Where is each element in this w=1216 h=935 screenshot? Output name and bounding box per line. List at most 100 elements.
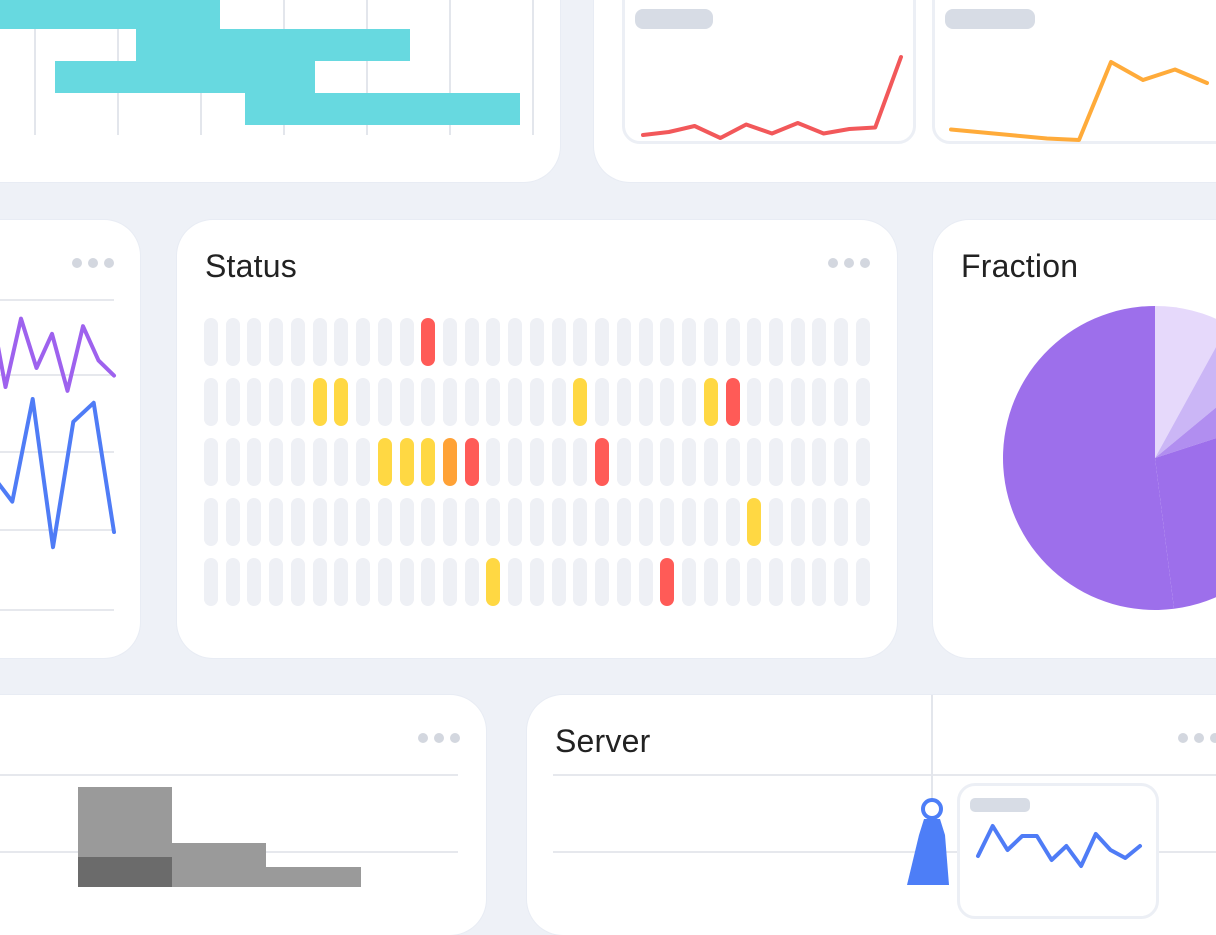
- status-cell[interactable]: [660, 378, 675, 426]
- status-cell[interactable]: [421, 498, 436, 546]
- status-cell[interactable]: [508, 558, 523, 606]
- status-cell[interactable]: [334, 438, 349, 486]
- status-cell[interactable]: [638, 438, 653, 486]
- status-cell[interactable]: [312, 438, 327, 486]
- status-cell[interactable]: [204, 558, 218, 606]
- status-cell[interactable]: [595, 318, 610, 366]
- status-cell[interactable]: [834, 438, 849, 486]
- status-cell[interactable]: [421, 438, 436, 486]
- status-cell[interactable]: [225, 378, 240, 426]
- status-cell[interactable]: [551, 558, 566, 606]
- status-cell[interactable]: [682, 378, 697, 426]
- status-cell[interactable]: [725, 378, 740, 426]
- status-cell[interactable]: [486, 498, 501, 546]
- status-cell[interactable]: [356, 438, 371, 486]
- status-cell[interactable]: [290, 498, 305, 546]
- status-cell[interactable]: [421, 558, 436, 606]
- status-cell[interactable]: [855, 318, 870, 366]
- status-cell[interactable]: [660, 558, 675, 606]
- status-cell[interactable]: [529, 378, 544, 426]
- status-cell[interactable]: [638, 498, 653, 546]
- status-cell[interactable]: [660, 498, 675, 546]
- status-cell[interactable]: [703, 378, 718, 426]
- status-cell[interactable]: [595, 438, 610, 486]
- status-cell[interactable]: [508, 498, 523, 546]
- status-cell[interactable]: [377, 558, 392, 606]
- status-cell[interactable]: [725, 498, 740, 546]
- status-cell[interactable]: [638, 318, 653, 366]
- status-cell[interactable]: [312, 558, 327, 606]
- status-cell[interactable]: [204, 498, 218, 546]
- status-cell[interactable]: [834, 318, 849, 366]
- status-cell[interactable]: [747, 498, 762, 546]
- sparkline-widget-orange[interactable]: [932, 0, 1216, 144]
- status-cell[interactable]: [855, 558, 870, 606]
- status-cell[interactable]: [747, 438, 762, 486]
- card-menu-button[interactable]: [828, 258, 870, 268]
- status-cell[interactable]: [486, 438, 501, 486]
- status-cell[interactable]: [812, 498, 827, 546]
- status-cell[interactable]: [290, 558, 305, 606]
- status-cell[interactable]: [377, 318, 392, 366]
- status-cell[interactable]: [312, 318, 327, 366]
- status-cell[interactable]: [768, 498, 783, 546]
- status-cell[interactable]: [529, 558, 544, 606]
- status-cell[interactable]: [486, 378, 501, 426]
- status-cell[interactable]: [855, 438, 870, 486]
- status-cell[interactable]: [855, 498, 870, 546]
- status-cell[interactable]: [269, 558, 284, 606]
- status-cell[interactable]: [247, 558, 262, 606]
- status-cell[interactable]: [595, 498, 610, 546]
- status-cell[interactable]: [464, 498, 479, 546]
- status-cell[interactable]: [225, 558, 240, 606]
- sparkline-widget-red[interactable]: [622, 0, 916, 144]
- status-cell[interactable]: [443, 558, 458, 606]
- status-cell[interactable]: [768, 438, 783, 486]
- status-cell[interactable]: [443, 378, 458, 426]
- status-cell[interactable]: [508, 438, 523, 486]
- status-cell[interactable]: [290, 438, 305, 486]
- status-cell[interactable]: [703, 318, 718, 366]
- status-cell[interactable]: [703, 498, 718, 546]
- status-cell[interactable]: [790, 558, 805, 606]
- status-cell[interactable]: [399, 438, 414, 486]
- status-cell[interactable]: [834, 558, 849, 606]
- status-cell[interactable]: [334, 558, 349, 606]
- status-cell[interactable]: [377, 498, 392, 546]
- status-cell[interactable]: [812, 558, 827, 606]
- status-cell[interactable]: [464, 558, 479, 606]
- status-cell[interactable]: [682, 318, 697, 366]
- status-cell[interactable]: [812, 378, 827, 426]
- status-cell[interactable]: [399, 318, 414, 366]
- status-cell[interactable]: [747, 558, 762, 606]
- status-cell[interactable]: [247, 318, 262, 366]
- card-menu-button[interactable]: [418, 733, 460, 743]
- status-cell[interactable]: [247, 438, 262, 486]
- status-cell[interactable]: [269, 318, 284, 366]
- status-cell[interactable]: [290, 378, 305, 426]
- status-cell[interactable]: [443, 438, 458, 486]
- status-cell[interactable]: [573, 558, 588, 606]
- status-cell[interactable]: [682, 498, 697, 546]
- status-cell[interactable]: [356, 378, 371, 426]
- status-cell[interactable]: [616, 438, 631, 486]
- status-cell[interactable]: [399, 558, 414, 606]
- status-cell[interactable]: [529, 438, 544, 486]
- status-cell[interactable]: [225, 318, 240, 366]
- status-cell[interactable]: [703, 558, 718, 606]
- status-cell[interactable]: [377, 378, 392, 426]
- status-cell[interactable]: [334, 498, 349, 546]
- status-cell[interactable]: [747, 378, 762, 426]
- status-cell[interactable]: [464, 378, 479, 426]
- status-cell[interactable]: [247, 498, 262, 546]
- status-cell[interactable]: [616, 498, 631, 546]
- status-cell[interactable]: [464, 438, 479, 486]
- status-cell[interactable]: [247, 378, 262, 426]
- status-cell[interactable]: [790, 438, 805, 486]
- status-cell[interactable]: [812, 318, 827, 366]
- status-cell[interactable]: [768, 558, 783, 606]
- status-cell[interactable]: [834, 378, 849, 426]
- status-cell[interactable]: [529, 498, 544, 546]
- status-cell[interactable]: [703, 438, 718, 486]
- status-cell[interactable]: [399, 498, 414, 546]
